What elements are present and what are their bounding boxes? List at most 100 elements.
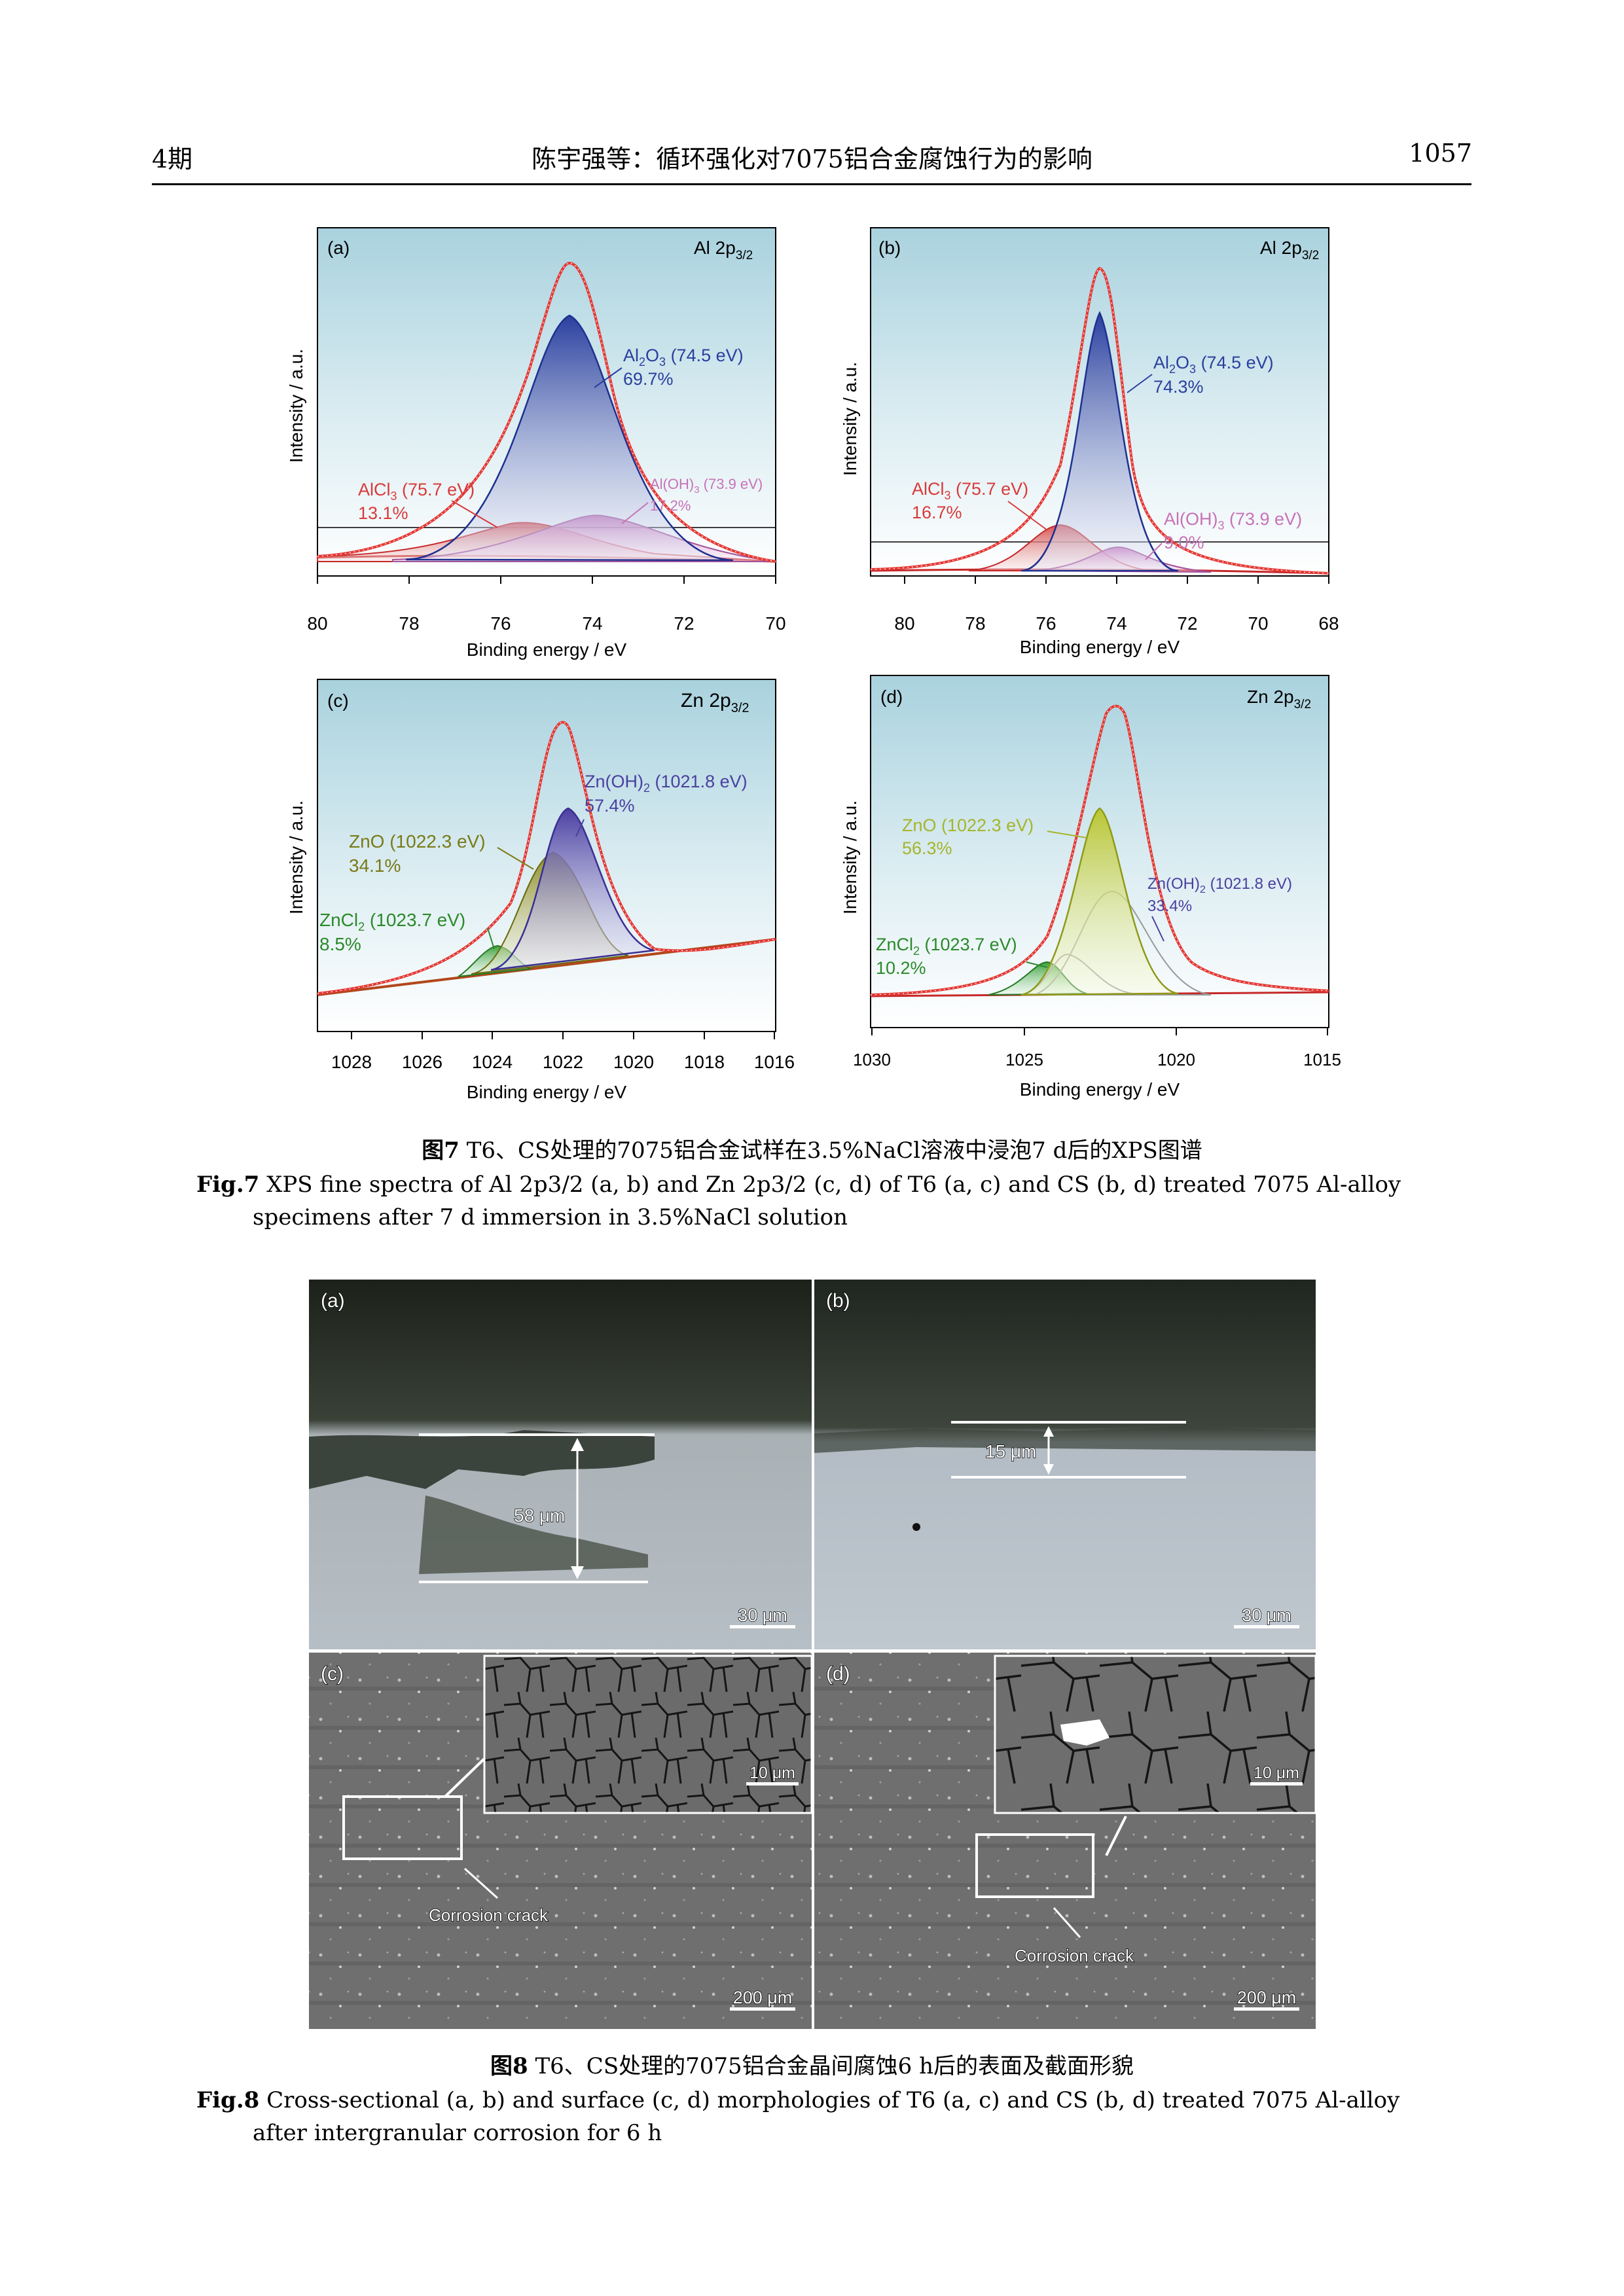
peak-a-al2o3-name: Al2O3 (74.5 eV) (623, 346, 744, 368)
fig7-caption-cn-label: 图7 (422, 1138, 460, 1164)
xtick: 80 (894, 613, 914, 634)
panel-c: (c) Zn 2p3/2 Zn(OH)2 (1021.8 eV) 57.4% Z… (286, 679, 795, 1102)
panel-d-crack-label: Corrosion crack (1015, 1946, 1134, 1965)
xtick: 1030 (853, 1050, 891, 1069)
panel-b-scale: 30 μm (1242, 1605, 1291, 1625)
xtick: 1016 (754, 1052, 795, 1072)
fig8-panel-b: 15 μm (b) 30 μm (814, 1280, 1316, 1649)
xtick: 74 (582, 613, 602, 634)
peak-d-zno-name: ZnO (1022.3 eV) (902, 816, 1034, 835)
peak-a-aloh3-percent: 17.2% (650, 497, 691, 514)
peak-c-znoh2-name: Zn(OH)2 (1021.8 eV) (585, 772, 748, 795)
xtick: 78 (399, 613, 419, 634)
panel-b-xlabel: Binding energy / eV (1020, 637, 1180, 657)
panel-b: (b) Al 2p3/2 Al2O3 (74.5 eV) 74.3% AlCl3… (840, 227, 1339, 657)
xtick: 72 (1177, 613, 1197, 634)
header-issue: 4期 (152, 145, 193, 173)
xtick: 76 (490, 613, 511, 634)
fig8-panel-a: 58 μm (a) 30 μm (309, 1280, 812, 1649)
peak-c-zno-name: ZnO (1022.3 eV) (349, 831, 486, 852)
peak-d-zncl2-percent: 10.2% (876, 958, 926, 978)
panel-c-xlabel: Binding energy / eV (467, 1082, 627, 1102)
xtick: 68 (1318, 613, 1339, 634)
xtick: 72 (674, 613, 694, 634)
fig8-caption-en-text: Cross-sectional (a, b) and surface (c, d… (253, 2087, 1400, 2146)
fig8-caption-cn: 图8 T6、CS处理的7075铝合金晶间腐蚀6 h后的表面及截面形貌 (0, 2050, 1624, 2083)
panel-c-inset-scale: 10 μm (749, 1764, 795, 1782)
xtick: 70 (1248, 613, 1268, 634)
header-title: 陈宇强等：循环强化对7075铝合金腐蚀行为的影响 (532, 145, 1092, 173)
peak-b-al2o3-name: Al2O3 (74.5 eV) (1153, 353, 1274, 376)
panel-a-depth: 58 μm (514, 1505, 565, 1526)
panel-c-label: (c) (327, 691, 349, 711)
fig8-caption-cn-text: T6、CS处理的7075铝合金晶间腐蚀6 h后的表面及截面形貌 (528, 2053, 1134, 2079)
fig7-caption-en: Fig.7 XPS fine spectra of Al 2p3/2 (a, b… (196, 1168, 1440, 1234)
fig8-micrographs: 58 μm (a) 30 μm 15 μm (b) 30 μm Corrosio… (309, 1280, 1317, 2029)
panel-d-scale: 200 μm (1237, 1988, 1297, 2007)
fig8-panel-a-label: (a) (321, 1290, 345, 1312)
panel-b-xticks: 80 78 76 74 72 70 68 (894, 613, 1339, 634)
panel-d-label: (d) (880, 687, 903, 707)
peak-c-zncl2-percent: 8.5% (319, 934, 361, 954)
fig7-xps-panels: (a) Al 2p3/2 Al2O3 (74.5 eV) 69.7% AlCl3… (286, 227, 1341, 1102)
xtick: 80 (307, 613, 327, 634)
xtick: 1020 (1157, 1050, 1195, 1069)
fig7-caption-cn-text: T6、CS处理的7075铝合金试样在3.5%NaCl溶液中浸泡7 d后的XPS图… (459, 1138, 1202, 1164)
fig8-caption-cn-label: 图8 (490, 2053, 528, 2079)
xtick: 70 (765, 613, 785, 634)
peak-d-znoh2-name: Zn(OH)2 (1021.8 eV) (1147, 875, 1292, 895)
panel-b-ylabel: Intensity / a.u. (840, 362, 860, 476)
xtick: 1020 (613, 1052, 654, 1072)
fig7-caption-en-text: XPS fine spectra of Al 2p3/2 (a, b) and … (253, 1172, 1401, 1230)
xtick: 1024 (472, 1052, 513, 1072)
fig8-panel-c: Corrosion crack (c) 10 μm 200 μm (309, 1653, 813, 2029)
peak-d-zno-percent: 56.3% (902, 838, 952, 858)
fig7-caption-en-label: Fig.7 (196, 1172, 260, 1198)
panel-d-inset-scale: 10 μm (1254, 1764, 1299, 1782)
panel-b-label: (b) (878, 238, 901, 258)
fig7-caption-cn: 图7 T6、CS处理的7075铝合金试样在3.5%NaCl溶液中浸泡7 d后的X… (0, 1134, 1624, 1167)
peak-b-al2o3-percent: 74.3% (1153, 377, 1204, 397)
xtick: 74 (1106, 613, 1127, 634)
fig8-panel-b-label: (b) (826, 1290, 850, 1312)
xtick: 78 (965, 613, 985, 634)
xtick: 76 (1036, 613, 1056, 634)
panel-c-ylabel: Intensity / a.u. (286, 800, 306, 914)
panel-c-scale: 200 μm (733, 1988, 793, 2007)
fig8-panel-d: Corrosion crack (d) 10 μm 200 μm (814, 1653, 1317, 2029)
peak-a-alcl3-percent: 13.1% (358, 503, 408, 523)
fig8-panel-c-label: (c) (321, 1663, 344, 1685)
peak-a-alcl3-name: AlCl3 (75.7 eV) (358, 480, 475, 503)
xtick: 1018 (684, 1052, 725, 1072)
peak-c-zno-percent: 34.1% (349, 855, 401, 876)
panel-d: (d) Zn 2p3/2 ZnO (1022.3 eV) 56.3% Zn(OH… (840, 675, 1341, 1100)
peak-b-alcl3-percent: 16.7% (912, 503, 962, 522)
peak-c-zncl2-name: ZnCl2 (1023.7 eV) (319, 910, 465, 933)
header-page-number: 1057 (1409, 139, 1472, 168)
peak-b-aloh3-percent: 9.0% (1164, 533, 1204, 552)
panel-c-crack-label: Corrosion crack (429, 1905, 549, 1925)
fig8-caption-en-label: Fig.8 (196, 2087, 260, 2113)
panel-c-xticks: 1028 1026 1024 1022 1020 1018 1016 (331, 1052, 795, 1072)
peak-c-znoh2-percent: 57.4% (585, 796, 635, 816)
header-rule (152, 183, 1471, 185)
panel-a-xticks: 80 78 76 74 72 70 (307, 613, 785, 634)
panel-a: (a) Al 2p3/2 Al2O3 (74.5 eV) 69.7% AlCl3… (286, 227, 786, 660)
panel-d-xticks: 1030 1025 1020 1015 (853, 1050, 1341, 1069)
xtick: 1026 (402, 1052, 442, 1072)
peak-d-zncl2-name: ZnCl2 (1023.7 eV) (876, 935, 1017, 958)
panel-d-xlabel: Binding energy / eV (1020, 1079, 1180, 1100)
fig8-panel-d-label: (d) (826, 1663, 850, 1685)
panel-d-ylabel: Intensity / a.u. (840, 800, 860, 914)
xtick: 1022 (543, 1052, 583, 1072)
peak-b-alcl3-name: AlCl3 (75.7 eV) (912, 479, 1028, 502)
xtick: 1015 (1303, 1050, 1341, 1069)
xtick: 1025 (1005, 1050, 1043, 1069)
fig8-caption-en: Fig.8 Cross-sectional (a, b) and surface… (196, 2084, 1440, 2149)
peak-d-znoh2-percent: 33.4% (1147, 897, 1192, 915)
panel-a-label: (a) (327, 238, 350, 258)
peak-a-al2o3-percent: 69.7% (623, 369, 674, 389)
panel-a-ylabel: Intensity / a.u. (286, 349, 306, 463)
xtick: 1028 (331, 1052, 372, 1072)
panel-a-scale: 30 μm (738, 1605, 787, 1625)
